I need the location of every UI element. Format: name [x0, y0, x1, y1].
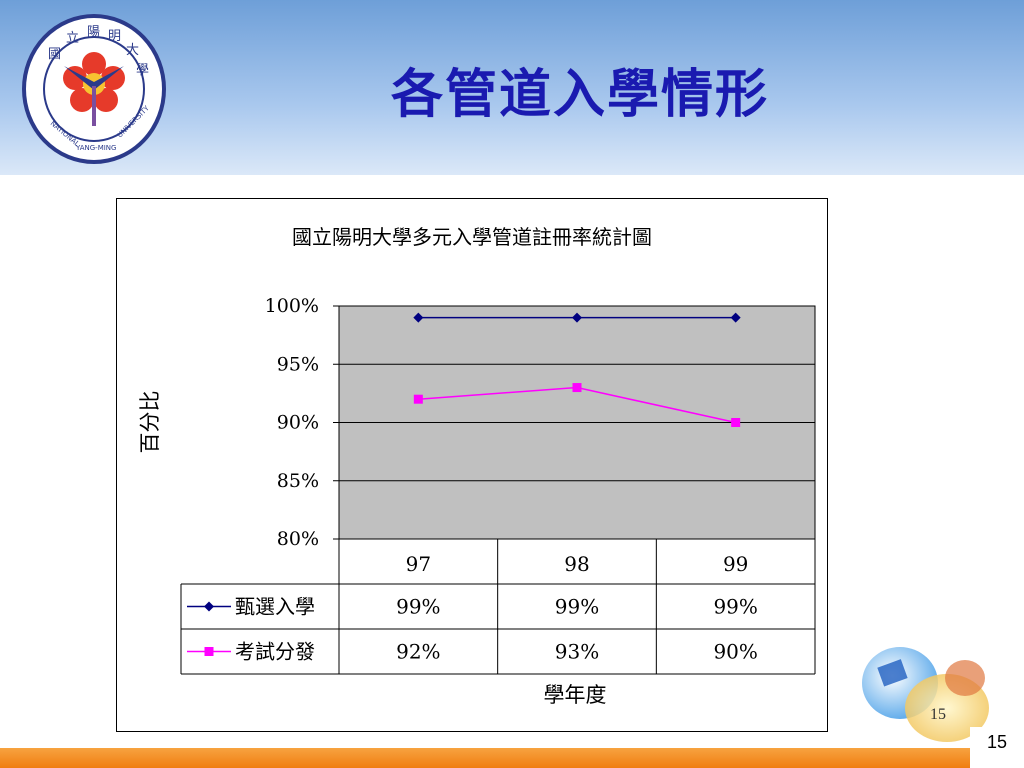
- data-label: 99%: [555, 595, 599, 619]
- data-label: 92%: [396, 640, 440, 664]
- footer-bar: [0, 748, 1024, 768]
- data-point-2: [572, 383, 582, 393]
- data-point-1: [730, 312, 741, 323]
- svg-text:大: 大: [126, 43, 139, 58]
- legend-series-name-2: 考試分發: [235, 640, 315, 664]
- data-point-1: [572, 312, 582, 323]
- y-tick-label: 100%: [265, 295, 319, 317]
- slide-title: 各管道入學情形: [390, 64, 769, 125]
- data-point-2: [731, 418, 741, 427]
- slide-header: 國 立 陽 明 大 學 NATIONAL YANG-MING UNIVERSIT…: [0, 0, 1024, 175]
- data-label: 90%: [713, 640, 757, 664]
- legend-key-marker-1: [204, 601, 214, 612]
- chart-title: 國立陽明大學多元入學管道註冊率統計圖: [292, 225, 652, 249]
- y-axis-label: 百分比: [138, 391, 162, 454]
- university-seal-logo: 國 立 陽 明 大 學 NATIONAL YANG-MING UNIVERSIT…: [22, 14, 166, 164]
- x-category-label: 99: [723, 552, 748, 576]
- svg-text:陽: 陽: [87, 25, 100, 40]
- y-tick-label: 85%: [277, 470, 319, 492]
- y-tick-label: 95%: [277, 353, 319, 375]
- data-point-1: [413, 312, 424, 323]
- svg-text:明: 明: [108, 29, 121, 44]
- page-number: 15: [970, 727, 1024, 768]
- data-label: 99%: [713, 595, 757, 619]
- y-tick-label: 90%: [277, 412, 319, 434]
- corner-page-number: 15: [930, 706, 946, 723]
- legend-key-marker-2: [204, 647, 214, 656]
- svg-text:立: 立: [66, 31, 79, 46]
- x-axis-label: 學年度: [544, 683, 607, 707]
- data-point-2: [413, 394, 423, 404]
- chart-frame: 國立陽明大學多元入學管道註冊率統計圖 100% 95% 90% 85% 80% 百分比 97 9…: [116, 198, 828, 732]
- x-category-label: 98: [564, 552, 589, 576]
- line-chart: 國立陽明大學多元入學管道註冊率統計圖 100% 95% 90% 85% 80% 百分比 97 9…: [138, 225, 816, 707]
- data-label: 99%: [396, 595, 440, 619]
- svg-text:YANG-MING: YANG-MING: [75, 144, 116, 152]
- svg-text:國: 國: [48, 47, 61, 62]
- decorative-lab-glassware-image: [862, 647, 989, 742]
- y-tick-label: 80%: [277, 528, 319, 550]
- data-label: 93%: [555, 640, 599, 664]
- svg-text:學: 學: [136, 63, 149, 78]
- x-category-label: 97: [406, 552, 431, 576]
- legend-series-name-1: 甄選入學: [235, 595, 315, 619]
